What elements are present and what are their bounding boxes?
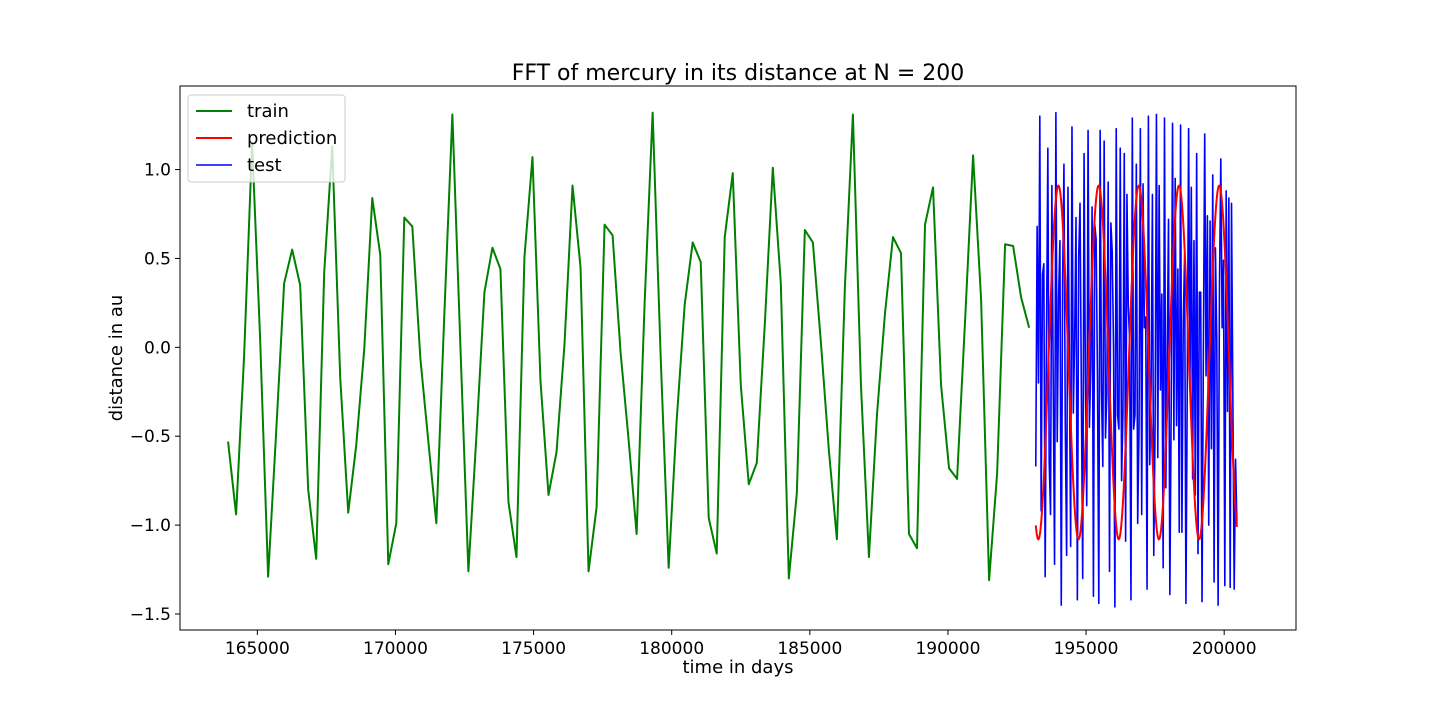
x-tick-label: 195000: [1054, 639, 1119, 659]
legend-prediction-label: prediction: [247, 128, 337, 149]
y-tick-label: −0.5: [130, 427, 171, 447]
legend: train prediction test: [187, 94, 346, 183]
y-axis: −1.5 −1.0 −0.5 0.0 0.5 1.0: [130, 161, 180, 625]
chart-title: FFT of mercury in its distance at N = 20…: [512, 61, 965, 86]
series-layer: [227, 111, 1238, 608]
x-tick-label: 200000: [1192, 639, 1257, 659]
legend-box: [187, 94, 346, 183]
legend-train-label: train: [247, 101, 289, 122]
y-tick-label: 0.5: [144, 249, 171, 269]
x-axis: 165000 170000 175000 180000 185000 190000 1950…: [225, 630, 1257, 659]
y-tick-label: 0.0: [144, 338, 171, 358]
x-tick-label: 165000: [225, 639, 290, 659]
train-series-line: [227, 111, 1031, 582]
x-tick-label: 190000: [915, 639, 980, 659]
x-axis-label: time in days: [682, 657, 793, 678]
x-tick-label: 170000: [363, 639, 428, 659]
x-tick-label: 185000: [777, 639, 842, 659]
y-axis-label: distance in au: [106, 295, 127, 422]
legend-test-label: test: [247, 155, 282, 176]
plot-frame: [179, 85, 1297, 631]
y-tick-label: 1.0: [144, 161, 171, 181]
y-tick-label: −1.5: [130, 605, 171, 625]
prediction-series-line: [1034, 184, 1238, 541]
x-tick-label: 175000: [501, 639, 566, 659]
y-tick-label: −1.0: [130, 516, 171, 536]
x-tick-label: 180000: [639, 639, 704, 659]
test-series-line: [1034, 111, 1238, 608]
